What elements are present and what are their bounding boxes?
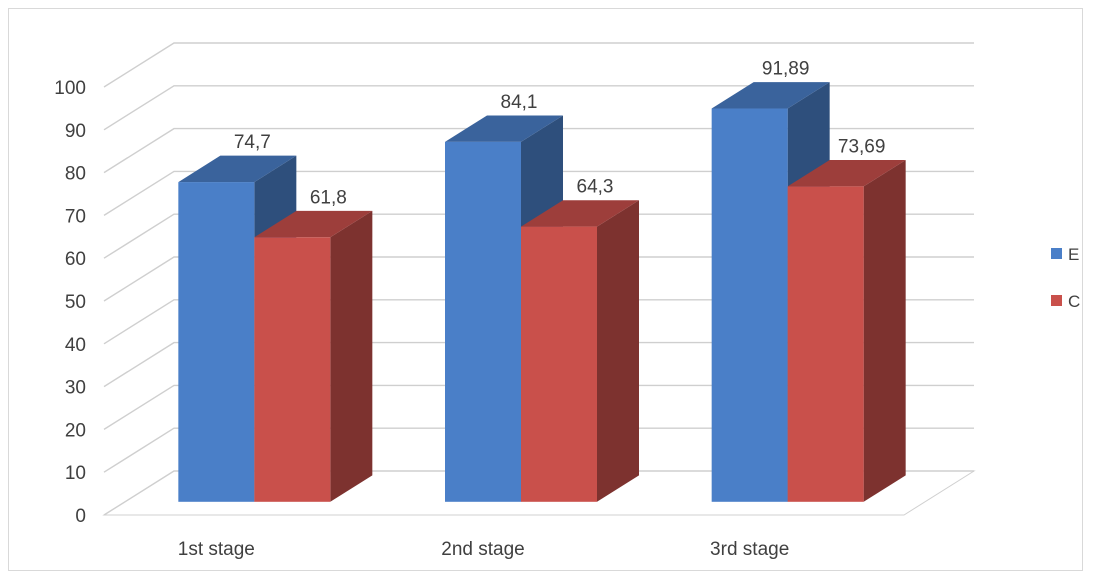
bar-top [178, 155, 297, 183]
data-labels: 74,7 61,8 84,1 64,3 91,89 73,69 [234, 59, 886, 209]
gridline [103, 299, 974, 345]
data-label-C: 61,8 [310, 187, 347, 208]
legend-label-E: E [1068, 245, 1079, 264]
legend: EC [1051, 245, 1080, 311]
y-tick-label: 0 [75, 506, 86, 527]
y-tick-label: 90 [65, 121, 86, 142]
bar-top [711, 82, 830, 109]
bar-front [445, 141, 521, 502]
bar-C-2 [521, 200, 639, 502]
data-label-C: 64,3 [577, 177, 614, 198]
bar-top [521, 200, 639, 227]
gridline [103, 127, 974, 174]
y-tick-label: 40 [65, 335, 86, 356]
bar-side [597, 200, 639, 502]
x-tick-label: 3rd stage [710, 539, 789, 560]
bar-side [863, 160, 906, 502]
legend-swatch-C [1051, 295, 1062, 306]
bar-front [178, 182, 255, 502]
y-axis: 0 10 20 30 40 50 60 70 80 90 100 [54, 78, 86, 527]
data-label-E: 84,1 [501, 92, 538, 113]
y-tick-label: 70 [65, 206, 86, 227]
legend-label-C: C [1068, 292, 1080, 311]
gridline [103, 256, 974, 302]
data-label-C: 73,69 [838, 136, 886, 157]
y-tick-label: 20 [65, 420, 86, 441]
gridline [103, 85, 974, 131]
bar-side [330, 210, 373, 502]
gridline [103, 42, 974, 88]
x-tick-label: 2nd stage [441, 539, 524, 560]
bar-top [254, 210, 373, 238]
bar-top [787, 160, 906, 187]
y-tick-label: 30 [65, 378, 86, 399]
legend-swatch-E [1051, 248, 1062, 259]
gridline [103, 170, 974, 216]
y-tick-label: 100 [54, 78, 86, 99]
y-tick-label: 80 [65, 164, 86, 185]
y-tick-label: 10 [65, 463, 86, 484]
bar-C-3 [787, 160, 906, 502]
gridline [103, 470, 974, 516]
x-axis: 1st stage 2nd stage 3rd stage [178, 539, 790, 560]
gridlines [103, 42, 974, 516]
bar-C-1 [254, 210, 373, 502]
y-tick-label: 60 [65, 249, 86, 270]
gridline [103, 427, 974, 473]
gridline [103, 384, 974, 430]
y-tick-label: 50 [65, 292, 86, 313]
data-label-E: 91,89 [762, 59, 810, 80]
x-tick-label: 1st stage [178, 539, 255, 560]
bar-front [787, 186, 864, 502]
bar-top [445, 115, 563, 142]
bars [178, 82, 906, 502]
bar-front [254, 237, 331, 502]
bar-front [711, 108, 788, 502]
gridline [103, 341, 974, 388]
data-label-E: 74,7 [234, 132, 271, 153]
gridline [103, 213, 974, 259]
bar-front [521, 226, 597, 502]
